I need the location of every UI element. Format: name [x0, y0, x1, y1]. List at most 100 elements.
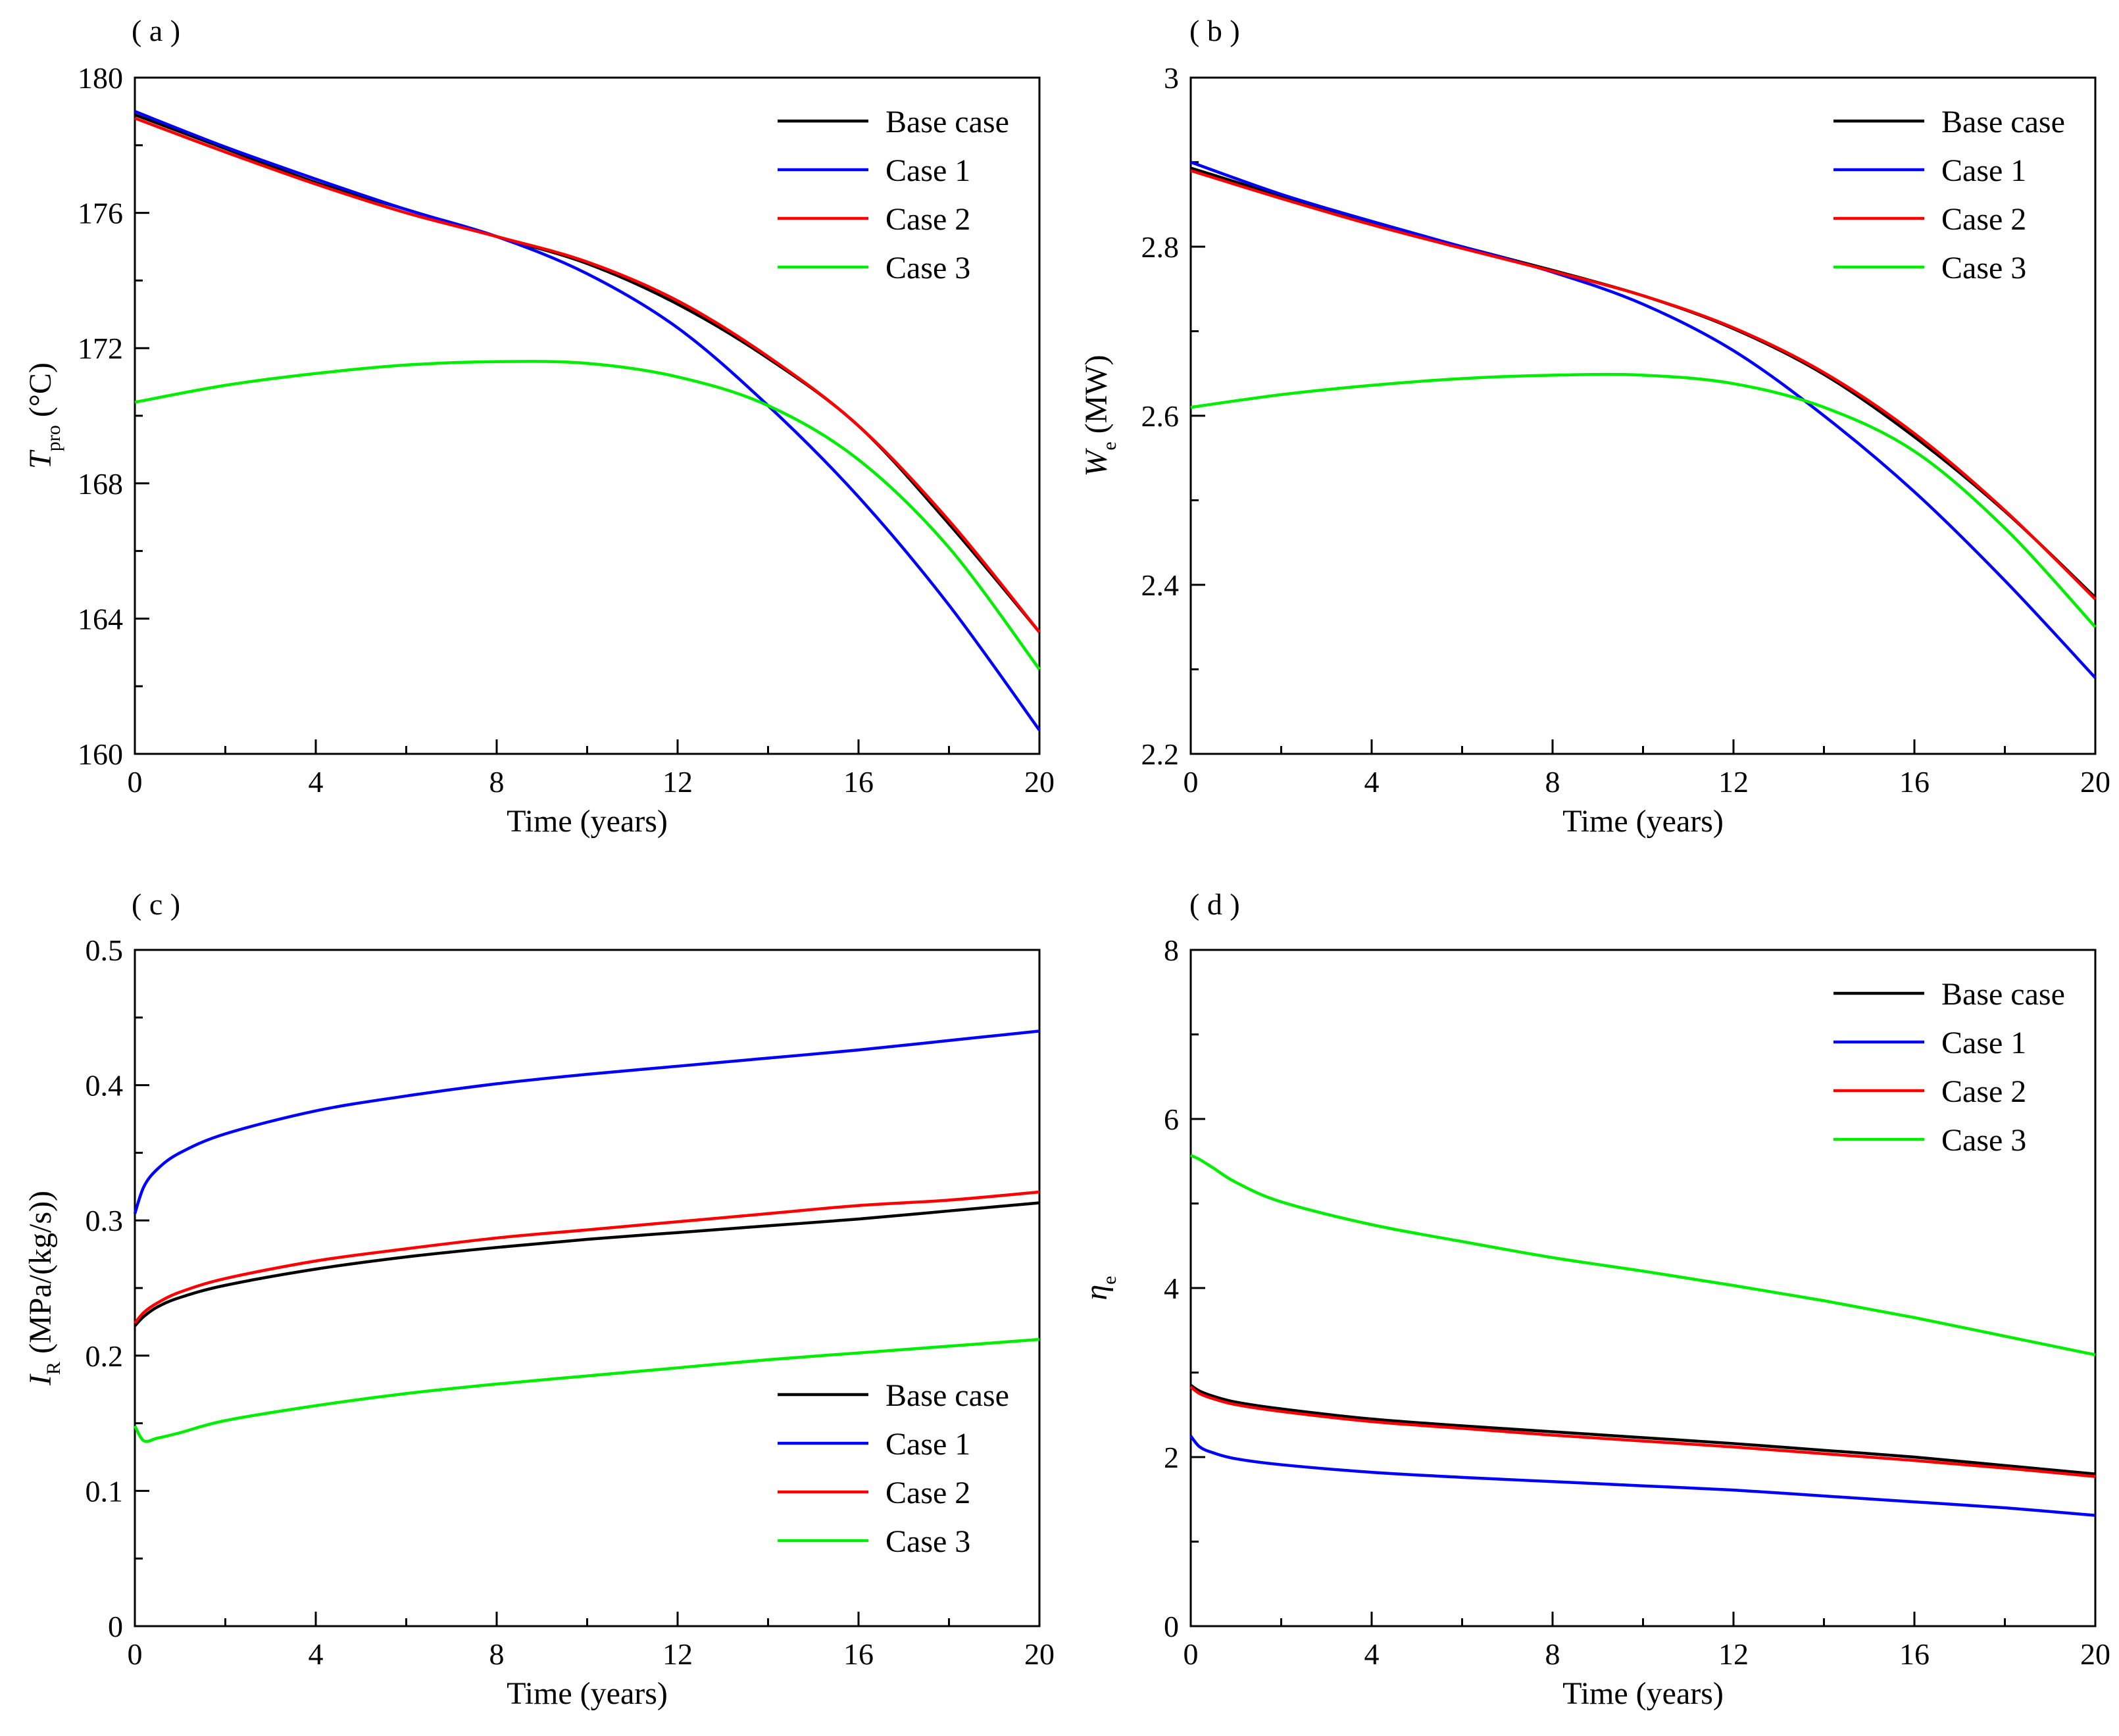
y-axis-title: We (MW) [1079, 355, 1120, 476]
legend-label-case-2: Case 2 [1941, 1074, 2026, 1109]
y-tick-label: 0 [1164, 1610, 1179, 1643]
y-axis-subscript: R [43, 1362, 64, 1375]
y-tick-label: 0.4 [86, 1069, 124, 1103]
series-line-case-1 [1189, 1435, 2096, 1517]
x-tick-label: 20 [2080, 765, 2110, 799]
series-line-case-2 [134, 1190, 1040, 1324]
y-axis-unit: (MW) [1079, 355, 1114, 441]
legend-label-case-1: Case 1 [1941, 1026, 2026, 1060]
x-tick-label: 8 [1545, 765, 1560, 799]
panel-label: ( d ) [1189, 887, 1240, 921]
series-line-case-3 [1190, 1154, 2096, 1356]
x-tick-label: 8 [489, 765, 505, 799]
panel-label: ( a ) [132, 14, 180, 47]
x-tick-label: 4 [309, 765, 324, 799]
x-tick-label: 16 [1899, 1637, 1930, 1671]
chart-panel-c: 0 4 8 12 16 20 0 0.1 0.2 0.3 0.4 0.5 Time (years) IR … [23, 887, 1055, 1711]
legend: Base case Case 1 Case 2 Case 3 [1833, 977, 2065, 1158]
x-tick-label: 4 [1364, 1637, 1380, 1671]
legend-label-case-2: Case 2 [885, 1476, 970, 1510]
y-tick-label: 0.3 [86, 1204, 124, 1237]
x-tick-label: 12 [1718, 765, 1749, 799]
y-axis-unit: (°C) [23, 362, 58, 425]
y-tick-label: 2 [1164, 1441, 1179, 1474]
series-line-base-case [134, 113, 1041, 633]
x-tick-label: 0 [1184, 1637, 1199, 1671]
y-tick-label: 0.2 [86, 1339, 124, 1373]
panel-label: ( c ) [132, 887, 180, 921]
x-tick-label: 20 [1024, 765, 1055, 799]
y-axis-title: IR (MPa/(kg/s)) [23, 1191, 64, 1386]
y-tick-label: 2.6 [1141, 399, 1180, 433]
legend-label-case-1: Case 1 [1941, 153, 2026, 188]
legend-label-case-1: Case 1 [885, 1427, 970, 1462]
series-line-case-3 [134, 1337, 1040, 1443]
x-tick-label: 8 [1545, 1637, 1560, 1671]
y-axis-title: ηe [1079, 1276, 1120, 1300]
y-tick-label: 4 [1164, 1272, 1179, 1305]
legend-label-base-case: Base case [1941, 105, 2065, 139]
series-line-case-2 [1189, 1385, 2096, 1478]
y-tick-label: 176 [78, 197, 123, 230]
legend-label-base-case: Base case [1941, 977, 2065, 1012]
series-line-base-case [1189, 1383, 2096, 1476]
x-tick-label: 12 [1718, 1637, 1749, 1671]
x-tick-label: 8 [489, 1637, 505, 1671]
y-axis-symbol: I [23, 1374, 58, 1386]
y-axis-subscript: e [1099, 1276, 1120, 1284]
legend: Base case Case 1 Case 2 Case 3 [1833, 105, 2065, 285]
y-tick-label: 2.8 [1141, 230, 1180, 264]
x-tick-label: 4 [309, 1637, 324, 1671]
x-tick-label: 4 [1364, 765, 1380, 799]
legend-label-case-3: Case 3 [885, 251, 970, 285]
x-tick-label: 16 [843, 1637, 874, 1671]
series-line-case-1 [1190, 161, 2097, 679]
y-tick-label: 0 [108, 1610, 123, 1643]
chart-panel-a: 0 4 8 12 16 20 160 164 168 172 176 180 Time (years) T… [23, 14, 1055, 839]
x-tick-label: 0 [128, 1637, 143, 1671]
legend: Base case Case 1 Case 2 Case 3 [778, 1378, 1009, 1559]
legend-label-case-3: Case 3 [1941, 1123, 2026, 1158]
y-axis-symbol: η [1079, 1285, 1114, 1301]
x-tick-label: 16 [1899, 765, 1930, 799]
series-line-case-1 [134, 110, 1041, 732]
y-axis-title: Tpro (°C) [23, 362, 64, 469]
y-tick-label: 8 [1164, 933, 1179, 967]
series-line-base-case [134, 1201, 1040, 1327]
legend-label-case-1: Case 1 [885, 153, 970, 188]
series-line-case-3 [1190, 372, 2097, 628]
y-tick-label: 172 [78, 332, 123, 365]
x-tick-label: 16 [843, 765, 874, 799]
y-tick-label: 164 [78, 602, 123, 635]
legend-label-case-3: Case 3 [885, 1524, 970, 1559]
y-tick-label: 6 [1164, 1103, 1179, 1136]
x-tick-label: 0 [1184, 765, 1199, 799]
legend-label-case-2: Case 2 [885, 202, 970, 237]
x-axis-title: Time (years) [507, 1676, 668, 1711]
y-tick-label: 0.1 [86, 1474, 124, 1508]
legend-label-base-case: Base case [885, 1378, 1009, 1413]
x-tick-label: 20 [2080, 1637, 2110, 1671]
x-tick-label: 0 [128, 765, 143, 799]
x-tick-label: 12 [662, 1637, 693, 1671]
x-tick-label: 12 [662, 765, 693, 799]
x-tick-label: 20 [1024, 1637, 1055, 1671]
y-tick-label: 3 [1164, 61, 1179, 95]
y-axis-subscript: pro [43, 425, 64, 451]
panel-label: ( b ) [1189, 14, 1240, 47]
y-tick-label: 2.2 [1141, 737, 1180, 771]
legend-label-base-case: Base case [885, 105, 1009, 139]
chart-panel-b: 0 4 8 12 16 20 2.2 2.4 2.6 2.8 3 Time (years) We (MW… [1079, 14, 2110, 839]
legend-label-case-3: Case 3 [1941, 251, 2026, 285]
legend-label-case-2: Case 2 [1941, 202, 2026, 237]
x-axis-title: Time (years) [1562, 804, 1724, 839]
series-line-case-1 [133, 1029, 1040, 1214]
y-axis-symbol: W [1079, 448, 1114, 477]
y-tick-label: 168 [78, 467, 123, 501]
y-axis-unit: (MPa/(kg/s)) [23, 1191, 58, 1362]
x-axis-title: Time (years) [1562, 1676, 1724, 1711]
series-line-case-2 [1190, 169, 2097, 601]
y-axis-symbol: T [23, 449, 58, 469]
